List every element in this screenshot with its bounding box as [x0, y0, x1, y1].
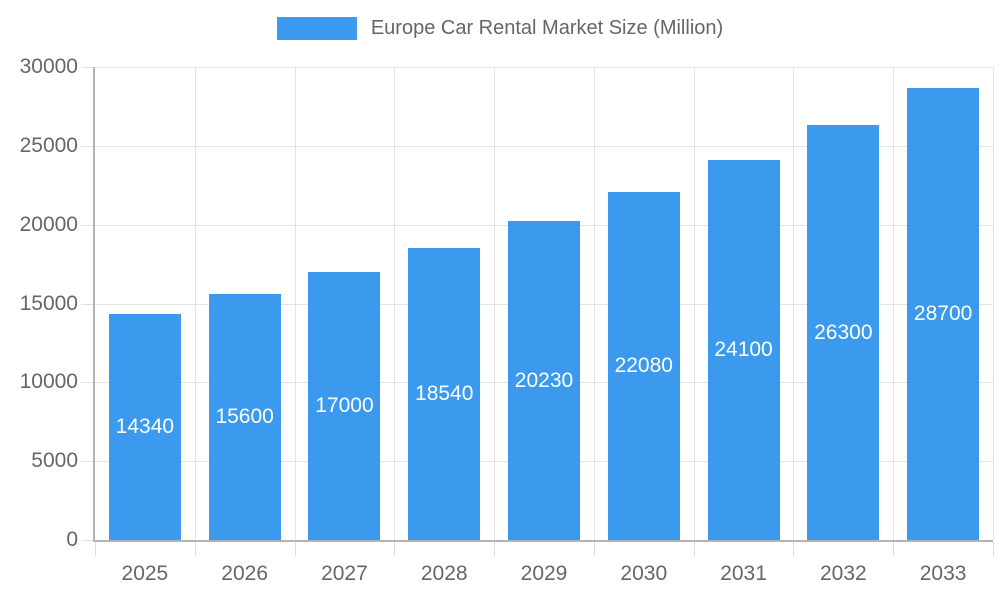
x-tick-label: 2032: [819, 562, 867, 585]
horizontal-gridline: [95, 67, 993, 68]
y-axis-line: [93, 67, 95, 542]
bar-value-label: 15600: [215, 405, 274, 429]
y-axis-tick: [81, 540, 93, 541]
bar-value-label: 18540: [415, 381, 474, 405]
y-axis-tick: [81, 303, 93, 305]
plot-area: 14340 15600 17000 18540 20230 22080 24100 26300…: [81, 67, 994, 556]
bar-value-label: 14340: [115, 414, 175, 438]
vertical-gridline: [993, 67, 994, 540]
vertical-gridline: [294, 67, 296, 540]
x-axis-tick: [294, 542, 296, 556]
y-axis-tick: [81, 382, 93, 384]
y-tick-label: 0: [66, 528, 78, 551]
x-axis-tick: [494, 542, 496, 556]
x-axis-tick: [893, 542, 895, 556]
bar-value-label: 26300: [814, 320, 873, 344]
vertical-gridline: [593, 67, 595, 540]
y-axis-tick: [81, 67, 93, 68]
bar-2027[interactable]: 17000: [308, 271, 381, 540]
x-axis-tick: [993, 542, 994, 556]
bar-2030[interactable]: 22080: [607, 191, 680, 540]
x-axis-tick: [793, 542, 795, 556]
y-tick-label: 5000: [31, 449, 78, 473]
vertical-gridline: [394, 67, 396, 540]
bar-2029[interactable]: 20230: [508, 221, 580, 540]
x-tick-label: 2029: [520, 562, 568, 585]
bar-2025[interactable]: 14340: [108, 313, 181, 540]
x-axis-tick: [693, 542, 695, 556]
bar-value-label: 24100: [714, 338, 773, 362]
bar-value-label: 22080: [614, 353, 673, 377]
x-tick-label: 2030: [620, 562, 668, 585]
y-axis-labels: 0 5000 10000 15000 20000 25000 30000: [0, 55, 78, 551]
x-tick-label: 2033: [919, 562, 967, 585]
y-axis-tick: [81, 145, 93, 147]
x-tick-label: 2025: [121, 562, 169, 585]
legend-item[interactable]: Europe Car Rental Market Size (Million): [276, 17, 724, 40]
legend: Europe Car Rental Market Size (Million): [0, 17, 1000, 40]
x-tick-label: 2028: [420, 562, 468, 585]
bar-value-label: 28700: [913, 301, 973, 325]
horizontal-gridline: [95, 145, 993, 147]
vertical-gridline: [793, 67, 795, 540]
vertical-gridline: [194, 67, 196, 540]
y-axis-tick: [81, 461, 93, 463]
x-tick-label: 2027: [321, 562, 368, 585]
x-tick-label: 2026: [221, 562, 269, 585]
x-axis-tick: [394, 542, 396, 556]
x-axis-tick: [593, 542, 595, 556]
x-axis-labels: 2025 2026 2027 2028 2029 2030 2031 2032 2033: [95, 558, 993, 590]
y-tick-label: 20000: [19, 212, 78, 236]
bar-2033[interactable]: 28700: [907, 87, 980, 540]
vertical-gridline: [693, 67, 695, 540]
x-axis-tick: [95, 542, 96, 556]
bar-value-label: 17000: [315, 393, 374, 417]
bar-2031[interactable]: 24100: [707, 160, 780, 540]
bar-2028[interactable]: 18540: [408, 247, 481, 540]
bar-2026[interactable]: 15600: [208, 294, 281, 540]
x-axis-line: [93, 540, 993, 542]
vertical-gridline: [893, 67, 895, 540]
bar-value-label: 20230: [514, 368, 574, 392]
vertical-gridline: [494, 67, 496, 540]
y-tick-label: 25000: [19, 133, 78, 157]
y-tick-label: 15000: [19, 291, 78, 315]
legend-swatch-icon: [276, 17, 357, 40]
x-tick-label: 2031: [720, 562, 767, 585]
y-tick-label: 10000: [19, 370, 78, 394]
x-axis-tick: [194, 542, 196, 556]
y-tick-label: 30000: [19, 55, 78, 78]
bar-2032[interactable]: 26300: [807, 125, 880, 540]
legend-label: Europe Car Rental Market Size (Million): [370, 17, 724, 39]
y-axis-tick: [81, 224, 93, 226]
